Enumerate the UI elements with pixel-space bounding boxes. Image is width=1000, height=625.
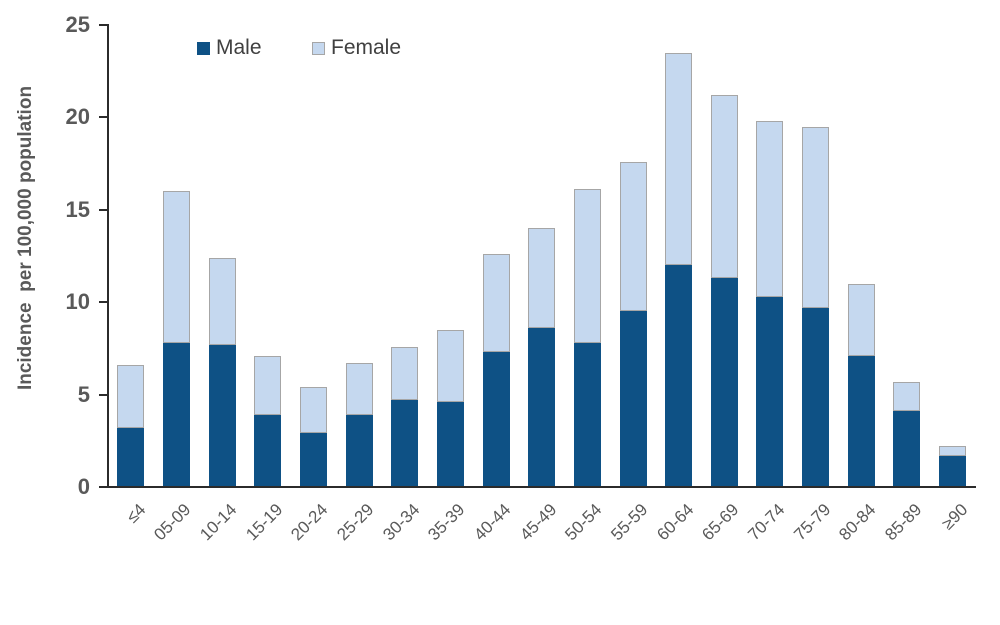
bar-segment-female: [893, 381, 921, 412]
bar-segment-male: [939, 455, 967, 487]
x-tick-label: 65-69: [698, 500, 743, 545]
y-tick-label: 10: [65, 289, 90, 315]
x-tick-label: 45-49: [515, 500, 561, 545]
x-tick-label: 35-39: [424, 500, 469, 545]
bar-segment-female: [619, 161, 647, 312]
bar-segment-female: [756, 121, 784, 297]
x-tick-label: 40-44: [470, 500, 515, 545]
bar-segment-male: [162, 342, 190, 487]
x-tick-label: ≥90: [937, 500, 971, 534]
bar-segment-female: [436, 329, 464, 402]
bar-segment-female: [528, 228, 556, 329]
legend-item-male: Male: [197, 37, 262, 59]
bar-segment-male: [254, 414, 282, 487]
legend-label-female: Female: [331, 36, 402, 59]
x-tick-label: 15-19: [242, 500, 287, 545]
x-tick-label: 60-64: [652, 500, 698, 545]
male-color-swatch: [197, 41, 210, 55]
bar-segment-female: [345, 363, 373, 415]
x-tick-label: 25-29: [333, 500, 378, 545]
bar-segment-male: [208, 344, 236, 487]
bar-segment-female: [208, 257, 236, 345]
x-tick-label: 85-89: [881, 500, 926, 545]
bar-segment-female: [710, 95, 738, 279]
female-color-swatch: [312, 41, 325, 55]
x-axis-line: [107, 486, 976, 488]
y-tick-label: 20: [65, 104, 90, 130]
x-tick-label: 70-74: [744, 500, 789, 545]
bar-segment-female: [299, 387, 327, 434]
bar-segment-male: [893, 411, 921, 487]
bar-segment-female: [802, 126, 830, 308]
y-tick-label: 25: [65, 12, 90, 37]
y-axis-tick: [99, 208, 107, 211]
y-axis-tick: [99, 393, 107, 396]
y-axis-tick: [99, 116, 107, 119]
y-axis-line: [107, 24, 109, 488]
bar-segment-female: [573, 189, 601, 343]
bar-segment-female: [162, 191, 190, 343]
legend-label-male: Male: [216, 36, 262, 59]
bar-segment-female: [847, 283, 875, 356]
bar-segment-female: [482, 254, 510, 353]
bar-segment-male: [802, 307, 830, 487]
x-tick-label: 30-34: [378, 500, 424, 545]
x-tick-label: 55-59: [607, 500, 652, 545]
x-tick-label: 80-84: [835, 500, 880, 545]
y-axis-tick: [99, 24, 107, 26]
bar-segment-male: [619, 311, 647, 487]
bar-segment-female: [117, 365, 145, 428]
bar-segment-female: [254, 355, 282, 415]
bar-segment-male: [710, 278, 738, 487]
legend-item-female: Female: [312, 37, 401, 59]
x-tick-label: 10-14: [196, 500, 241, 545]
bar-segment-male: [391, 400, 419, 487]
bar-segment-female: [391, 346, 419, 401]
bar-segment-male: [299, 433, 327, 487]
bar-segment-male: [482, 352, 510, 487]
y-tick-label: 15: [65, 196, 90, 222]
x-tick-label: 75-79: [789, 500, 835, 545]
y-tick-label: 0: [77, 474, 90, 499]
bar-segment-male: [345, 414, 373, 487]
bar-segment-female: [939, 446, 967, 456]
y-axis-title: Incidence per 100,000 population: [15, 85, 36, 391]
bar-segment-male: [436, 401, 464, 487]
x-tick-label: ≤4: [122, 500, 150, 527]
bar-segment-female: [665, 52, 693, 266]
bar-segment-male: [117, 427, 145, 487]
bar-segment-male: [573, 342, 601, 487]
x-tick-label: 05-09: [150, 500, 195, 545]
bar-segment-male: [528, 328, 556, 487]
bar-segment-male: [665, 265, 693, 487]
x-tick-label: 50-54: [561, 500, 606, 545]
bar-segment-male: [847, 355, 875, 487]
x-tick-label: 20-24: [287, 500, 332, 545]
y-axis-tick: [99, 301, 107, 304]
y-tick-label: 5: [77, 381, 90, 407]
bar-segment-male: [756, 296, 784, 487]
y-axis-tick: [99, 486, 107, 488]
